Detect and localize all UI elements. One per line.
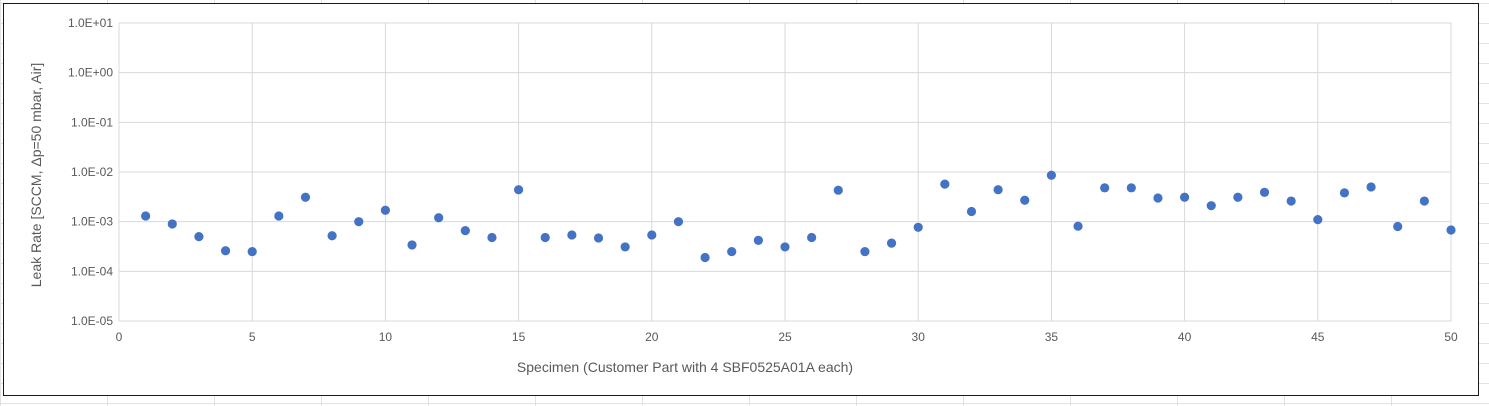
data-point [1393,221,1403,232]
data-point [1020,195,1030,205]
data-point [1339,188,1350,198]
data-point [407,240,417,250]
x-tick-label: 15 [512,330,526,344]
data-point [833,185,843,195]
y-axis-ticks: 1.0E-05 1.0E-04 1.0E-03 1.0E-02 1.0E-01 1.0E+… [68,16,113,328]
data-point [593,233,604,243]
data-point [1313,215,1323,225]
x-axis-ticks: 0 5 10 15 20 25 30 35 40 45 50 [116,330,1458,344]
data-point [1126,183,1136,193]
data-point [1100,183,1110,193]
x-axis-title: Specimen (Customer Part with 4 SBF0525A0… [517,359,853,375]
data-point [1180,192,1190,202]
y-tick-label: 1.0E+00 [68,66,113,80]
x-tick-label: 25 [778,330,792,344]
y-tick-label: 1.0E-02 [71,165,113,179]
data-point [247,246,257,257]
data-point [434,213,444,223]
x-tick-label: 30 [912,330,926,344]
data-point [514,185,524,195]
data-point [354,217,364,227]
data-point [620,242,630,252]
gridlines [118,22,1452,322]
data-point [1046,170,1056,180]
data-point [886,238,897,248]
x-tick-label: 45 [1311,330,1325,344]
data-point [1153,193,1163,203]
data-point [753,235,763,245]
data-points [141,170,1456,263]
y-tick-label: 1.0E+01 [68,16,113,30]
data-point [1366,182,1376,192]
data-point [1206,201,1216,211]
chart-area[interactable]: 1.0E-05 1.0E-04 1.0E-03 1.0E-02 1.0E-01 1.0E+… [3,3,1479,396]
data-point [167,219,177,229]
x-tick-label: 0 [116,330,123,344]
data-point [1286,196,1296,206]
scatter-chart: 1.0E-05 1.0E-04 1.0E-03 1.0E-02 1.0E-01 1.0E+… [28,16,1458,375]
data-point [700,252,710,263]
data-point [1419,196,1429,206]
data-point [993,185,1003,195]
y-tick-label: 1.0E-04 [71,264,113,278]
data-point [220,246,231,256]
data-point [460,226,470,236]
y-tick-label: 1.0E-03 [71,215,113,229]
data-point [300,192,311,202]
x-tick-label: 50 [1444,330,1458,344]
x-tick-label: 40 [1178,330,1192,344]
data-point [673,217,684,227]
x-tick-label: 10 [379,330,393,344]
data-point [727,246,737,257]
data-point [327,231,337,241]
data-point [1233,192,1243,202]
data-point [647,230,657,240]
y-axis-title: Leak Rate [SCCM, Δp=50 mbar, Air] [28,63,44,288]
data-point [567,230,577,240]
data-point [141,211,151,221]
data-point [540,232,550,243]
data-point [274,211,284,221]
data-point [913,222,923,232]
y-tick-label: 1.0E-05 [71,314,113,328]
x-tick-label: 20 [645,330,659,344]
x-tick-label: 35 [1045,330,1059,344]
data-point [380,205,390,215]
data-point [807,232,817,243]
data-point [966,206,977,217]
y-tick-label: 1.0E-01 [71,115,113,129]
data-point [860,246,870,257]
data-point [1259,187,1270,197]
data-point [940,179,950,189]
data-point [780,242,790,252]
data-point [194,232,204,242]
x-tick-label: 5 [249,330,256,344]
data-point [1073,221,1083,231]
data-point [1446,225,1456,235]
data-point [487,232,497,243]
